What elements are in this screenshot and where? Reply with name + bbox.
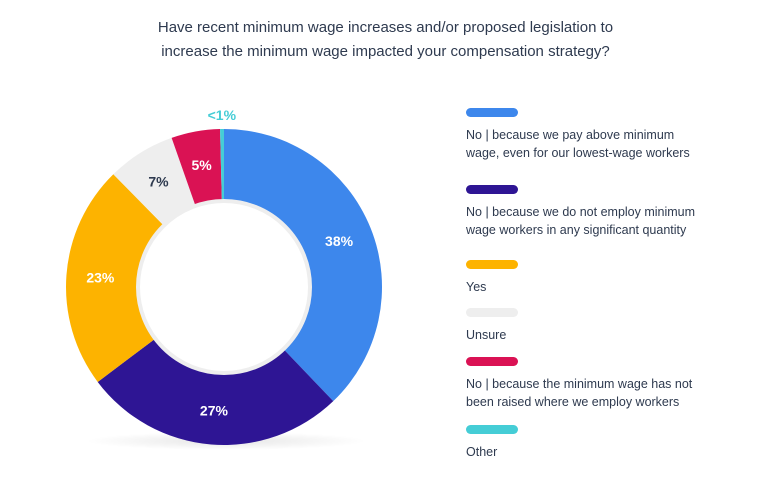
legend-label: No | because we do not employ minimum wa… [466, 205, 696, 237]
pie-slice [113, 137, 197, 228]
chart-title: Have recent minimum wage increases and/o… [0, 16, 771, 64]
legend-item: Yes [466, 260, 766, 296]
donut-hole [136, 199, 312, 375]
legend-label: Unsure [466, 328, 507, 342]
legend-item: Other [466, 425, 766, 461]
pie-slice [171, 129, 222, 208]
chart-title-line-1: Have recent minimum wage increases and/o… [157, 19, 614, 36]
legend-swatch [466, 260, 518, 269]
pie-slice [224, 129, 383, 402]
legend-item: Unsure [466, 308, 766, 344]
slice-value-label: 27% [200, 403, 229, 419]
pie-slice [97, 337, 334, 446]
legend-swatch [466, 108, 518, 117]
legend-swatch [466, 185, 518, 194]
legend-label: Yes [466, 280, 487, 294]
legend-swatch [466, 425, 518, 434]
pie-slice [220, 129, 224, 204]
chart-title-line-2: increase the minimum wage impacted your … [161, 43, 610, 60]
slice-value-label: 7% [148, 174, 169, 190]
legend-label: No | because the minimum wage has not be… [466, 377, 693, 409]
pie-slice [65, 174, 166, 382]
slice-value-label: 38% [325, 233, 354, 249]
legend-item: No | because the minimum wage has not be… [466, 357, 766, 411]
slice-value-label: 5% [192, 157, 213, 173]
slice-value-label: 23% [86, 270, 115, 286]
legend-item: No | because we pay above minimum wage, … [466, 108, 766, 162]
legend-item: No | because we do not employ minimum wa… [466, 185, 766, 239]
legend-swatch [466, 308, 518, 317]
legend-label: Other [466, 445, 498, 459]
slice-value-label: <1% [208, 107, 237, 123]
legend-swatch [466, 357, 518, 366]
legend-label: No | because we pay above minimum wage, … [466, 128, 690, 160]
